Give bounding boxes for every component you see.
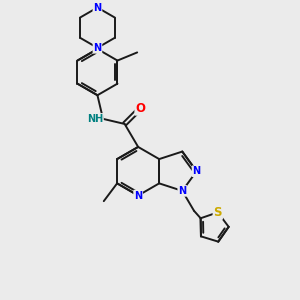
Text: N: N (93, 43, 101, 53)
Text: N: N (193, 166, 201, 176)
Text: N: N (93, 2, 101, 13)
Text: NH: NH (87, 114, 103, 124)
Text: N: N (178, 186, 186, 196)
Text: S: S (214, 206, 222, 219)
Text: N: N (134, 190, 142, 200)
Text: O: O (135, 102, 145, 115)
